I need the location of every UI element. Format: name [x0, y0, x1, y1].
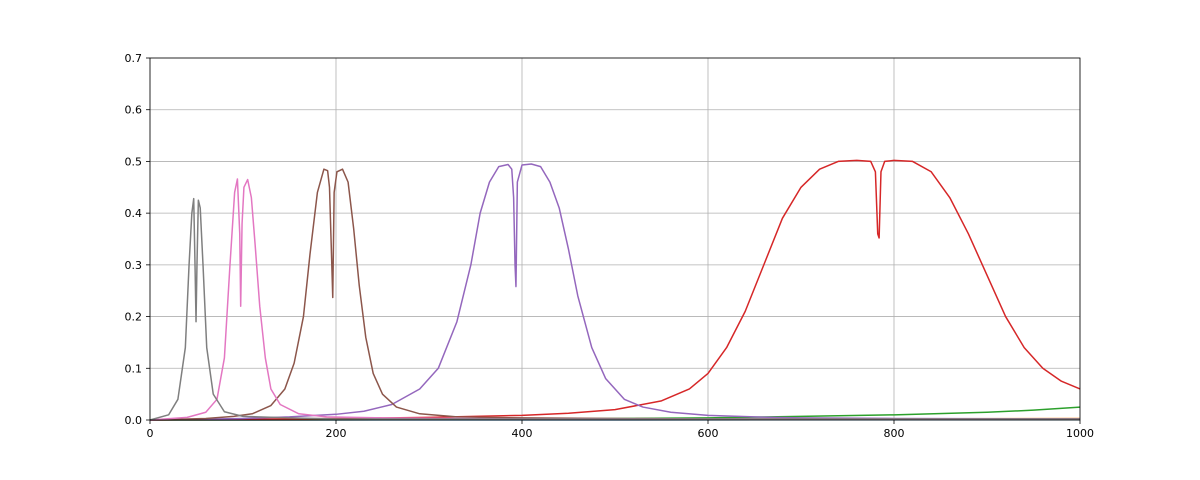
- series-line-4: [149, 159, 1081, 421]
- y-tick-label: 0.7: [125, 52, 143, 65]
- series-line-3: [149, 163, 1081, 421]
- x-tick-label: 800: [884, 427, 905, 440]
- x-tick-label: 200: [326, 427, 347, 440]
- series-line-1: [149, 178, 1080, 421]
- y-tick-label: 0.5: [125, 155, 143, 168]
- y-tick-label: 0.6: [125, 104, 143, 117]
- series-line-2: [149, 168, 1080, 421]
- y-tick-label: 0.1: [125, 362, 143, 375]
- x-tick-label: 400: [512, 427, 533, 440]
- y-tick-label: 0.3: [125, 259, 143, 272]
- axis-ticks: 0 200 400 600 800 1000 0.0 0.1 0.2 0.3 0.4 0.5 0.6 0.…: [125, 52, 1095, 440]
- x-tick-label: 1000: [1066, 427, 1094, 440]
- y-tick-label: 0.2: [125, 311, 143, 324]
- x-tick-label: 600: [698, 427, 719, 440]
- series-line-0: [149, 197, 1080, 421]
- y-tick-label: 0.4: [125, 207, 143, 220]
- series-group: [149, 159, 1081, 421]
- x-tick-label: 0: [147, 427, 154, 440]
- plot-frame: [149, 57, 1081, 421]
- grid: [149, 57, 1081, 421]
- y-tick-label: 0.0: [125, 414, 143, 427]
